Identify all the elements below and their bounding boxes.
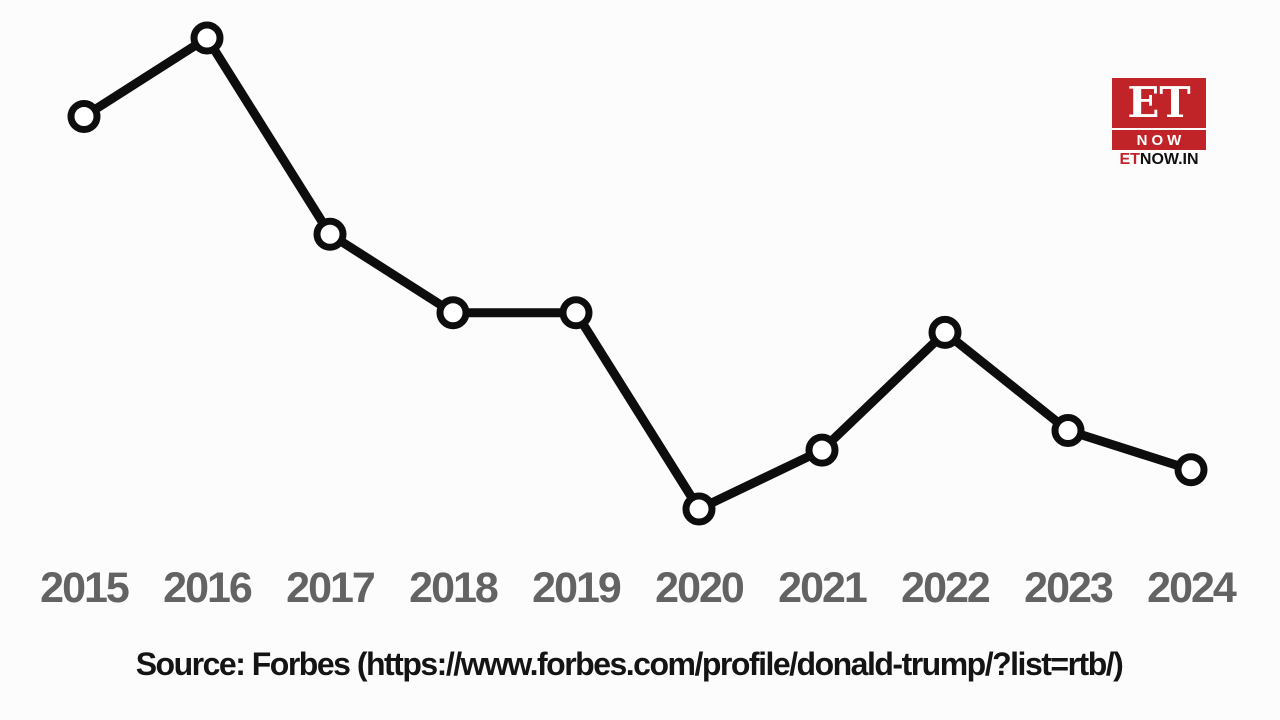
data-point-marker-2019 <box>559 296 593 330</box>
x-tick-label-2024: 2024 <box>1147 564 1237 612</box>
data-point-marker-2023 <box>1051 414 1085 447</box>
etnow-logo-now-block: NOW <box>1112 130 1206 150</box>
etnow-logo-site-text: ETNOW.IN <box>1112 151 1206 169</box>
data-point-marker-2018 <box>436 296 470 330</box>
data-point-marker-2022 <box>928 315 962 349</box>
x-tick-label-2017: 2017 <box>286 564 376 612</box>
etnow-logo-site-et: ET <box>1119 151 1140 168</box>
x-tick-label-2018: 2018 <box>409 564 499 612</box>
etnow-logo-et-block: ET <box>1112 78 1206 128</box>
x-tick-label-2016: 2016 <box>163 564 253 612</box>
x-tick-label-2015: 2015 <box>40 564 130 612</box>
etnow-logo-site-rest: NOW.IN <box>1139 151 1199 168</box>
x-tick-label-2022: 2022 <box>901 564 991 612</box>
net-worth-line-chart <box>67 21 1208 526</box>
source-attribution: Source: Forbes (https://www.forbes.com/p… <box>135 646 1124 682</box>
data-point-marker-2020 <box>682 492 716 526</box>
etnow-logo: ET NOW ETNOW.IN <box>1112 78 1206 169</box>
data-point-marker-2016 <box>190 21 224 55</box>
x-tick-label-2020: 2020 <box>655 564 745 612</box>
etnow-logo-et-text: ET <box>1127 78 1191 127</box>
x-tick-label-2019: 2019 <box>532 564 622 612</box>
data-point-marker-2021 <box>805 433 839 467</box>
data-point-marker-2024 <box>1174 453 1208 487</box>
x-tick-label-2021: 2021 <box>778 564 868 612</box>
etnow-logo-now-text: NOW <box>1136 131 1186 149</box>
data-point-marker-2017 <box>313 217 347 251</box>
line-series <box>79 33 1196 514</box>
x-tick-label-2023: 2023 <box>1024 564 1114 612</box>
data-point-marker-2015 <box>67 100 101 133</box>
